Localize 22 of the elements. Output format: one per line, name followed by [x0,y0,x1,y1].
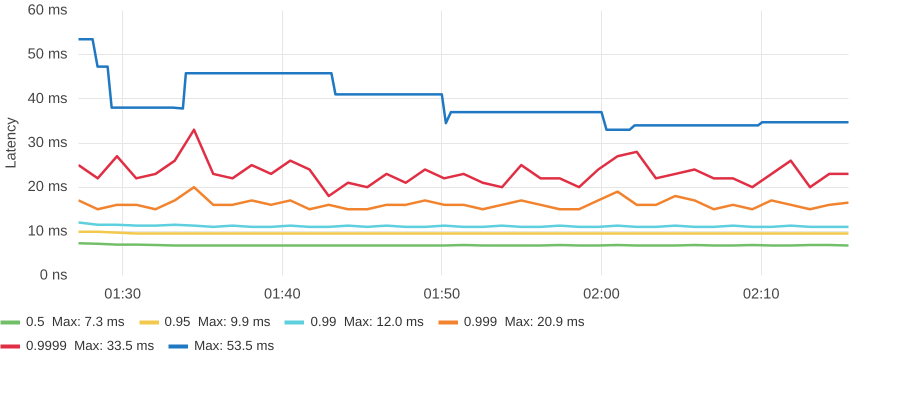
x-tick-label: 02:00 [583,286,620,302]
line-series [78,186,848,210]
legend-label: 0.999 Max: 20.9 ms [464,314,585,329]
y-tick-label: 40 ms [28,90,68,107]
legend-label: 0.95 Max: 9.9 ms [164,314,270,329]
y-tick-label: 30 ms [28,135,68,151]
legend-label: 0.99 Max: 12.0 ms [310,314,424,329]
y-tick-label: 50 ms [28,46,68,63]
x-tick-label: 01:40 [264,286,301,302]
x-tick-label: 01:30 [104,286,141,302]
legend-label: Max: 53.5 ms [194,338,274,353]
y-tick-label: 20 ms [28,179,68,196]
y-axis-title: Latency [4,116,20,169]
y-tick-label: 60 ms [28,2,68,18]
y-tick-label: 0 ns [40,268,68,284]
line-series [78,38,848,131]
x-tick-label: 01:50 [424,286,460,302]
legend-label: 0.5 Max: 7.3 ms [26,314,125,329]
line-series [78,128,848,198]
legend-label: 0.9999 Max: 33.5 ms [26,338,154,353]
y-tick-label: 10 ms [28,223,68,240]
x-tick-label: 02:10 [742,286,780,302]
